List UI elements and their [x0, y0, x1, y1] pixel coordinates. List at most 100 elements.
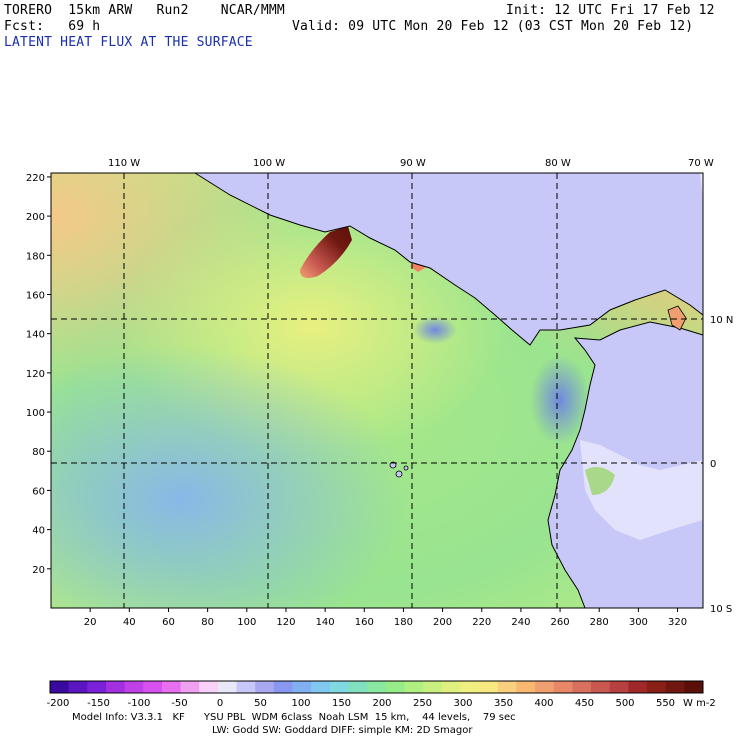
- colorbar-tick-label: 150: [332, 698, 351, 709]
- colorbar-tick-label: 0: [217, 698, 223, 709]
- low-flux-panama-bight: [530, 355, 590, 445]
- colorbar-swatch: [50, 681, 70, 693]
- colorbar-swatch: [460, 681, 480, 693]
- colorbar-swatch: [609, 681, 629, 693]
- y-tick-label: 120: [26, 369, 45, 380]
- land-highlands-flux: [580, 440, 703, 540]
- colorbar-tick-label: 450: [575, 698, 594, 709]
- colorbar-swatch: [348, 681, 368, 693]
- colorbar-tick-label: 400: [534, 698, 553, 709]
- colorbar-swatch: [404, 681, 424, 693]
- lon-label-70w: 70 W: [688, 158, 714, 169]
- x-tick-label: 240: [511, 617, 530, 628]
- x-tick-label: 260: [551, 617, 570, 628]
- x-tick-label: 320: [668, 617, 687, 628]
- y-tick-label: 100: [26, 408, 45, 419]
- x-tick-label: 120: [276, 617, 295, 628]
- model-info-line: Model Info: V3.3.1 KF YSU PBL WDM 6class…: [72, 712, 516, 723]
- map-panel: [50, 172, 704, 609]
- colorbar-swatch: [628, 681, 648, 693]
- colorbar-swatch: [516, 681, 536, 693]
- colorbar-swatch: [292, 681, 312, 693]
- colorbar-swatch: [124, 681, 144, 693]
- colorbar-swatch: [423, 681, 443, 693]
- colorbar-frame: [49, 680, 704, 694]
- y-tick-label: 80: [32, 447, 45, 458]
- colorbar-labels: -200 -150 -100 -50 0 50 100 150 200 250 300 350 400 4…: [47, 698, 675, 709]
- colorbar: [49, 680, 704, 694]
- amazon-green-patch: [585, 466, 615, 495]
- colorbar-swatch: [236, 681, 256, 693]
- colorbar-tick-label: 100: [291, 698, 310, 709]
- colorbar-swatch: [68, 681, 88, 693]
- colorbar-tick-label: -150: [87, 698, 110, 709]
- x-axis-ticks: 20 40 60 80 100 120 140 160 180 200 220 240 260 280 30…: [84, 608, 687, 628]
- y-tick-label: 200: [26, 212, 45, 223]
- colorbar-swatch: [684, 681, 704, 693]
- forecast-hour-label: Fcst: 69 h: [4, 19, 101, 34]
- colorbar-swatch: [535, 681, 555, 693]
- colorbar-swatch: [572, 681, 592, 693]
- colorbar-swatch: [105, 681, 126, 693]
- x-tick-label: 40: [123, 617, 136, 628]
- colorbar-tick-label: 550: [656, 698, 675, 709]
- colorbar-tick-label: -200: [47, 698, 70, 709]
- y-axis-ticks: 20 40 60 80 100 120 140 160 180 200 220: [26, 173, 51, 576]
- colorbar-tick-label: 350: [494, 698, 513, 709]
- x-tick-label: 100: [237, 617, 256, 628]
- lon-label-80w: 80 W: [545, 158, 571, 169]
- x-tick-label: 60: [162, 617, 175, 628]
- tehuantepec-plume: [300, 226, 352, 278]
- longitude-labels: 110 W 100 W 90 W 80 W 70 W: [108, 158, 714, 169]
- y-tick-label: 180: [26, 251, 45, 262]
- x-tick-label: 220: [472, 617, 491, 628]
- colorbar-swatch: [647, 681, 667, 693]
- colorbar-tick-label: 50: [254, 698, 267, 709]
- latitude-labels: 10 N 0 10 S: [710, 315, 733, 615]
- colorbar-units: W m-2: [683, 698, 716, 709]
- colorbar-swatch: [591, 681, 611, 693]
- maracaibo-hotspot: [667, 305, 687, 331]
- y-tick-label: 220: [26, 173, 45, 184]
- x-tick-label: 160: [355, 617, 374, 628]
- graticule: [51, 173, 703, 608]
- y-tick-label: 140: [26, 330, 45, 341]
- x-tick-label: 300: [629, 617, 648, 628]
- colorbar-swatch: [479, 681, 499, 693]
- colorbar-swatch: [497, 681, 517, 693]
- lat-label-10n: 10 N: [710, 315, 733, 326]
- init-time-label: Init: 12 UTC Fri 17 Feb 12: [506, 3, 715, 18]
- map-frame: [50, 172, 704, 609]
- physics-info-line: LW: Godd SW: Goddard DIFF: simple KM: 2D…: [212, 725, 473, 736]
- x-tick-label: 200: [433, 617, 452, 628]
- colorbar-swatch: [87, 681, 107, 693]
- colorbar-tick-label: -100: [128, 698, 151, 709]
- x-tick-label: 280: [590, 617, 609, 628]
- x-tick-label: 180: [394, 617, 413, 628]
- colorbar-swatch: [180, 681, 200, 693]
- colorbar-swatch: [441, 681, 461, 693]
- colorbar-swatch: [273, 681, 294, 693]
- colorbar-tick-label: 200: [372, 698, 391, 709]
- colorbar-tick-label: 300: [453, 698, 472, 709]
- field-title: LATENT HEAT FLUX AT THE SURFACE: [4, 35, 253, 50]
- lat-label-10s: 10 S: [710, 604, 732, 615]
- model-run-label: TORERO 15km ARW Run2 NCAR/MMM: [4, 3, 285, 18]
- colorbar-tick-label: 250: [413, 698, 432, 709]
- lon-label-100w: 100 W: [253, 158, 285, 169]
- colorbar-tick-label: 500: [615, 698, 634, 709]
- colorbar-swatch: [385, 681, 405, 693]
- colorbar-swatch: [217, 681, 238, 693]
- x-tick-label: 140: [316, 617, 335, 628]
- colorbar-swatch: [143, 681, 163, 693]
- y-tick-label: 60: [32, 486, 45, 497]
- colorbar-swatch: [367, 681, 387, 693]
- y-tick-label: 160: [26, 290, 45, 301]
- y-tick-label: 20: [32, 565, 45, 576]
- lon-label-90w: 90 W: [400, 158, 426, 169]
- colorbar-swatch: [665, 681, 685, 693]
- colorbar-swatch: [161, 681, 182, 693]
- colorbar-swatch: [311, 681, 331, 693]
- y-tick-label: 40: [32, 526, 45, 537]
